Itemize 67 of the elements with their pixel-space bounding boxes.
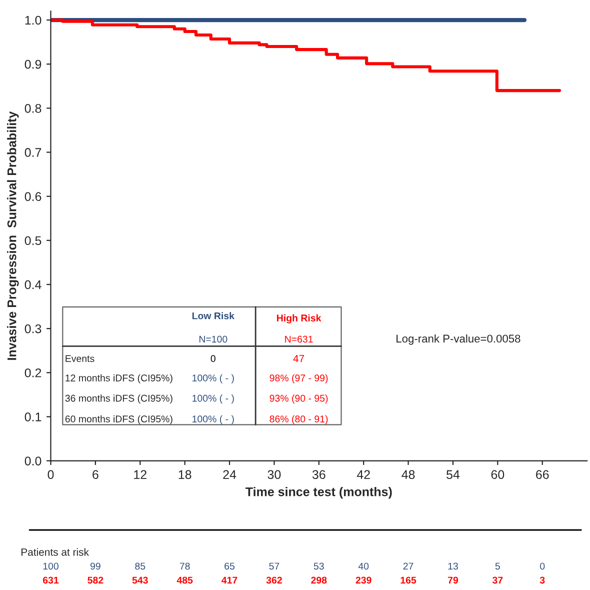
y-tick-label: 0.1	[24, 412, 42, 422]
annotation: Events	[66, 355, 94, 362]
text: 631	[42, 576, 59, 584]
annotation: Log-rank P-value=0.0058	[396, 334, 520, 345]
annotation: 47	[293, 354, 304, 362]
annotation: 0	[210, 355, 216, 362]
y-tick-label: 0.9	[24, 60, 42, 69]
x-tick-label: 18	[178, 470, 192, 479]
x-tick-label: 0	[48, 470, 54, 479]
text: Patients at risk	[22, 548, 89, 556]
x-tick-label: 24	[223, 470, 236, 479]
x-tick-label: 12	[134, 470, 146, 479]
text: 53	[314, 562, 324, 570]
x-tick-label: 54	[446, 470, 460, 479]
x-axis-title: Time since test (months)	[246, 487, 392, 499]
text: 79	[448, 576, 458, 584]
text: 239	[356, 576, 372, 584]
text: 100	[43, 562, 58, 570]
y-axis-title: Invasive Progression Survival Probability	[7, 111, 19, 360]
y-tick-label: 0.4	[24, 280, 42, 290]
y-tick-label: 1.0	[25, 16, 42, 25]
text: 165	[400, 576, 416, 584]
x-tick-label: 36	[312, 470, 326, 479]
text: 99	[90, 562, 100, 570]
text: 37	[492, 576, 503, 584]
annotation: 36 months iDFS (CI95%)	[65, 394, 172, 404]
text: 78	[180, 562, 190, 570]
annotation: 98% (97 - 99)	[270, 374, 328, 384]
annotation: 100% ( - )	[192, 374, 234, 384]
text: 0	[540, 562, 545, 570]
y-tick-label: 0.0	[24, 456, 42, 466]
text: 65	[224, 562, 235, 570]
text: 27	[403, 562, 414, 570]
text: 13	[448, 562, 458, 570]
text: 57	[269, 562, 280, 570]
text: High Risk	[277, 314, 322, 324]
annotation: 86% (80 - 91)	[270, 415, 328, 424]
y-tick-label: 0.6	[24, 192, 42, 201]
annotation: 100% ( - )	[192, 394, 234, 404]
text: 362	[266, 576, 282, 584]
x-tick-label: 48	[402, 470, 415, 479]
annotation: N=100	[199, 336, 228, 343]
x-tick-label: 66	[536, 470, 549, 479]
text: 485	[176, 576, 193, 584]
y-tick-label: 0.3	[24, 324, 42, 334]
text: 40	[358, 562, 369, 570]
annotation: N=631	[285, 336, 313, 343]
x-tick-label: 42	[356, 470, 370, 479]
annotation: 93% (90 - 95)	[270, 394, 328, 404]
y-tick-label: 0.2	[24, 368, 42, 378]
text: 417	[222, 576, 238, 584]
y-tick-label: 0.5	[24, 236, 42, 246]
text: Low Risk	[192, 312, 234, 320]
x-tick-label: 6	[92, 470, 98, 479]
annotation: 60 months iDFS (CI95%)	[65, 415, 172, 424]
text: 5	[495, 562, 500, 570]
text: 298	[311, 576, 327, 584]
x-tick-label: 60	[491, 470, 504, 479]
x-tick-label: 30	[268, 470, 281, 479]
annotation: 12 months iDFS (CI95%)	[66, 374, 172, 384]
y-tick-label: 0.8	[24, 104, 42, 113]
text: 543	[132, 576, 148, 584]
annotation: 100% ( - )	[192, 415, 234, 424]
text: 3	[540, 576, 545, 584]
text: 85	[135, 562, 146, 570]
text: 582	[88, 576, 104, 584]
y-tick-label: 0.7	[24, 148, 42, 157]
